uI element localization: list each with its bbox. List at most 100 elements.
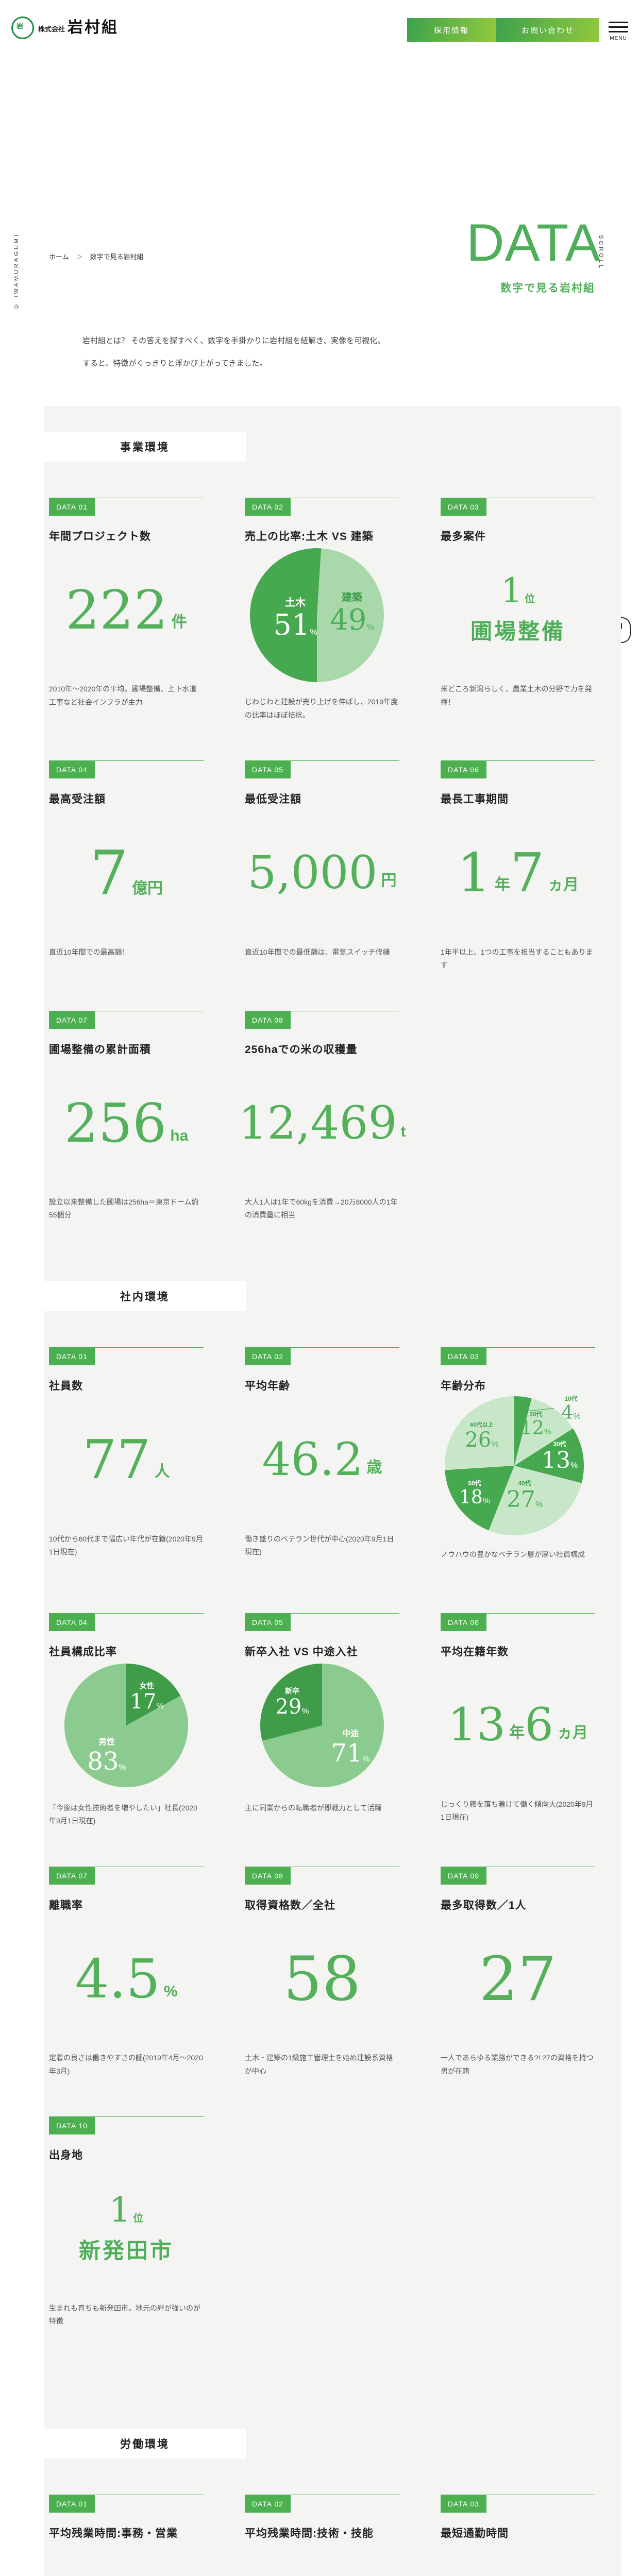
data-card: DATA 02 売上の比率:土木 VS 建築 土木 51% 建築 49% xyxy=(245,498,399,724)
card-value: 7 億円 xyxy=(89,837,163,909)
data-tag: DATA 06 xyxy=(441,761,486,779)
data-card: DATA 02 平均年齢 46.2 歳 働き盛りのベテラン世代が中心(2020年9… xyxy=(245,1347,399,1577)
logo-text: 株式会社 岩村組 xyxy=(38,20,119,36)
card-desc: じわじわと建設が売り上げを伸ばし、2019年度の比率はほぼ拮抗。 xyxy=(245,698,398,719)
pie-disc xyxy=(64,1663,188,1787)
card-desc: 土木・建築の1級施工管理士を始め建設系資格が中心 xyxy=(245,2054,393,2075)
card-value: 20時間／月 xyxy=(245,2541,399,2576)
data-card: DATA 06 最長工事期間 1 年 7 ヵ月 1年半以上、1つの工事を担当することも… xyxy=(441,760,595,974)
nav-contact-button[interactable]: お問い合わせ xyxy=(496,18,599,42)
card-value: 256 ha xyxy=(64,1091,189,1155)
card-title: 最長工事期間 xyxy=(441,793,509,806)
data-tag: DATA 03 xyxy=(441,1348,486,1366)
data-tag: DATA 07 xyxy=(49,1867,95,1885)
pie-slice-label: 土木 xyxy=(285,597,306,609)
pie-chart-civil-vs-building: 土木 51% 建築 49% xyxy=(245,544,399,688)
card-value: 土木 51% 建築 49% xyxy=(245,544,399,688)
card-value: 4.5% xyxy=(75,1947,178,2010)
breadcrumb-separator: ＞ xyxy=(76,253,83,261)
card-value: 5分 xyxy=(441,2541,595,2576)
data-card: DATA 01 年間プロジェクト数 222 件 2010年～2020年の平均。圃場… xyxy=(49,498,204,724)
company-name: 岩村組 xyxy=(68,19,119,36)
data-tag: DATA 02 xyxy=(245,2495,291,2513)
intro-text: 岩村組とは？ その答えを探すべく、数字を手掛かりに岩村組を紐解き、実像を可視化。… xyxy=(82,330,385,375)
card-desc: 2010年～2020年の平均。圃場整備、上下水道工事など社会インフラが主力 xyxy=(49,685,197,706)
breadcrumb: ホーム ＞ 数字で見る岩村組 xyxy=(49,251,144,261)
data-tag: DATA 01 xyxy=(49,2495,95,2513)
data-tag: DATA 08 xyxy=(245,1011,291,1029)
breadcrumb-home-link[interactable]: ホーム xyxy=(49,253,69,261)
logo-mark-icon: 岩 xyxy=(11,16,34,39)
data-tag: DATA 07 xyxy=(49,1011,95,1029)
pie-chart-age-distribution: 10代 4% 20代 12% 30代 13% 40代 xyxy=(441,1394,595,1541)
card-title: 取得資格数／全社 xyxy=(245,1899,335,1911)
card-title: 売上の比率:土木 VS 建築 xyxy=(245,531,374,543)
card-title: 出身地 xyxy=(49,2149,83,2162)
pie-slice-value: 49 xyxy=(330,603,367,637)
page-subtitle: 数字で見る岩村組 xyxy=(500,282,595,294)
card-title: 最低受注額 xyxy=(245,793,301,806)
card-title: 最高受注額 xyxy=(49,793,106,806)
card-desc: 「今後は女性技術者を増やしたい」社長(2020年9月1日現在) xyxy=(49,1803,197,1825)
card-title: 年間プロジェクト数 xyxy=(49,531,151,543)
card-value: 13 年 6 ヵ月 xyxy=(448,1698,588,1752)
data-tag: DATA 06 xyxy=(441,1613,486,1631)
company-prefix: 株式会社 xyxy=(38,25,65,33)
card-desc: 働き盛りのベテラン世代が中心(2020年9月1日現在) xyxy=(245,1534,394,1556)
card-desc: 米どころ新潟らしく、農業土木の分野で力を発揮！ xyxy=(441,685,592,706)
intro-line: すると、特徴がくっきりと浮かび上がってきました。 xyxy=(82,359,267,368)
card-grid: DATA 01 社員数 77 人 10代から60代まで幅広い年代が在籍(2020年… xyxy=(44,1347,621,2331)
card-title: 256haでの米の収穫量 xyxy=(245,1043,358,1056)
rank-number: 1 xyxy=(500,571,523,611)
card-desc: 定着の良さは働きやすさの証(2019年4月～2020年3月) xyxy=(49,2054,203,2075)
data-card: DATA 07 圃場整備の累計面積 256 ha 設立以来整備した圃場は256ha… xyxy=(49,1010,204,1225)
section-label: 事業環境 xyxy=(44,432,246,462)
section-work: 労働環境 DATA 01 平均残業時間:事務・営業 5時間／月 「しっかり働き、… xyxy=(44,2428,621,2576)
card-title: 社員数 xyxy=(49,1380,83,1393)
data-card: DATA 09 最多取得数／1人 27 一人であらゆる業務ができる?! 27の資… xyxy=(441,1866,595,2080)
card-grid: DATA 01 平均残業時間:事務・営業 5時間／月 「しっかり働き、しっかり休… xyxy=(44,2494,621,2576)
section-label: 労働環境 xyxy=(44,2428,246,2459)
data-tag: DATA 02 xyxy=(245,498,291,516)
card-desc: ノウハウの豊かなベテラン層が厚い社員構成 xyxy=(441,1550,585,1558)
card-value: 46.2 歳 xyxy=(262,1433,382,1486)
card-value: 新卒 29% 中途 71% xyxy=(245,1659,399,1794)
card-desc: 生まれも育ちも新発田市。地元の絆が強いのが特徴 xyxy=(49,2303,200,2325)
data-tag: DATA 01 xyxy=(49,498,95,516)
card-title: 最短通勤時間 xyxy=(441,2527,509,2539)
card-desc: じっくり腰を落ち着けて働く傾向大(2020年9月1日現在) xyxy=(441,1800,593,1822)
rank-number: 1 xyxy=(109,2190,131,2230)
vertical-copyright: © IWAMURAGUMI xyxy=(13,233,20,310)
card-desc: 大人1人は1年で60kgを消費→20万8000人の1年の消費量に相当 xyxy=(245,1198,398,1219)
card-title: 社員構成比率 xyxy=(49,1646,117,1658)
data-tag: DATA 04 xyxy=(49,761,95,779)
card-value: 女性 17% 男性 83% xyxy=(49,1659,204,1794)
nav-recruit-button[interactable]: 採用情報 xyxy=(407,18,496,42)
hamburger-bar xyxy=(609,31,628,32)
menu-label: MENU xyxy=(610,36,627,41)
card-value: 27 xyxy=(479,1943,557,2014)
section-internal: 社内環境 DATA 01 社員数 77 人 10代から60代まで幅広い年代が在籍(… xyxy=(44,1281,621,2331)
hamburger-menu-button[interactable]: MENU xyxy=(609,22,628,41)
card-value: 1 年 7 ヵ月 xyxy=(457,841,579,905)
card-desc: 1年半以上、1つの工事を担当することもあります xyxy=(441,947,593,969)
company-logo[interactable]: 岩 株式会社 岩村組 xyxy=(11,16,119,39)
pie-disc xyxy=(445,1396,584,1535)
page-title: DATA xyxy=(466,213,601,272)
card-value: 10代 4% 20代 12% 30代 13% 40代 xyxy=(441,1394,595,1541)
section-label: 社内環境 xyxy=(44,1281,246,1312)
data-card: DATA 06 平均在籍年数 13 年 6 ヵ月 じっくり腰を落ち着けて働く傾向大(2… xyxy=(441,1613,595,1831)
card-desc: 直近10年間での最低額は、電気スイッチ修繕 xyxy=(245,947,390,956)
card-title: 新卒入社 VS 中途入社 xyxy=(245,1646,358,1658)
data-card: DATA 08 256haでの米の収穫量 12,469 t 大人1人は1年で60k… xyxy=(239,1010,406,1225)
card-title: 平均残業時間:事務・営業 xyxy=(49,2527,178,2539)
card-value: 5時間／月 xyxy=(49,2541,204,2576)
data-card: DATA 08 取得資格数／全社 58 土木・建築の1級施工管理士を始め建設系資… xyxy=(245,1866,399,2080)
card-desc: 10代から60代まで幅広い年代が在籍(2020年9月1日現在) xyxy=(49,1534,203,1556)
card-title: 平均年齢 xyxy=(245,1380,290,1393)
rank-name: 新発田市 xyxy=(78,2238,174,2263)
scroll-indicator-label: SCROLL xyxy=(598,235,604,270)
